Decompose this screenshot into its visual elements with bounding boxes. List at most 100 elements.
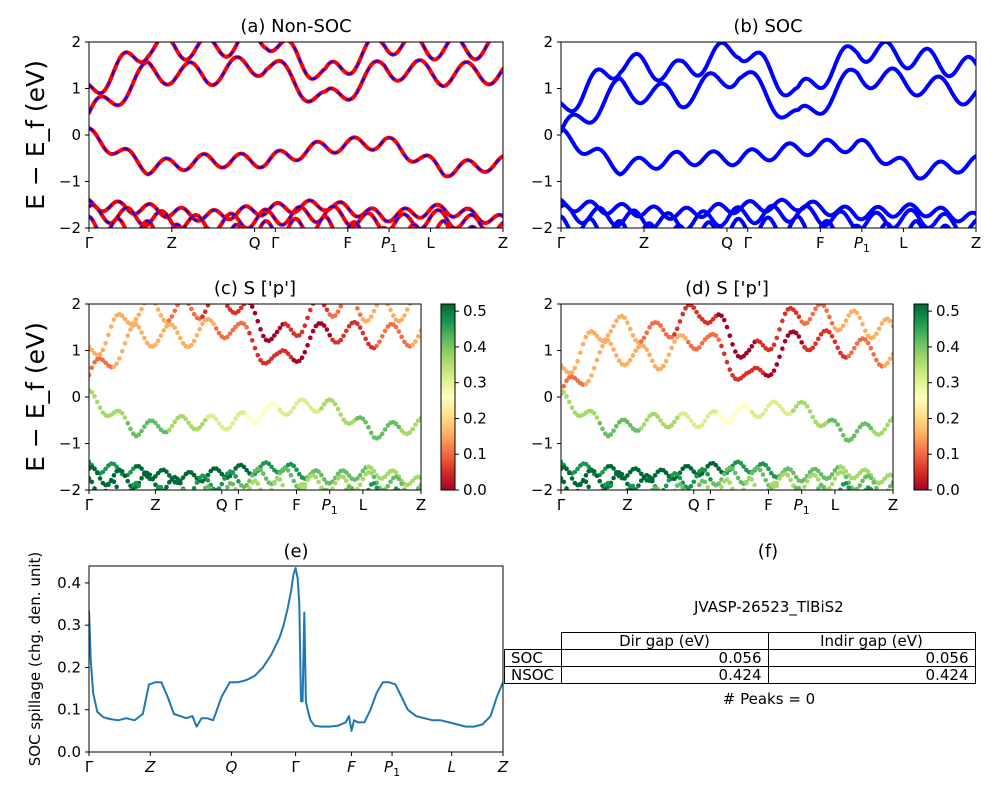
scatter-point: [855, 502, 860, 507]
scatter-point: [341, 417, 346, 422]
scatter-point: [322, 491, 327, 496]
scatter-point: [625, 487, 630, 490]
scatter-point: [572, 469, 578, 475]
scatter-point: [316, 479, 321, 485]
panel-a-frame: [88, 41, 504, 229]
scatter-point: [838, 427, 843, 432]
y-tick-label: −1: [59, 173, 81, 191]
scatter-point: [205, 484, 211, 490]
scatter-point: [139, 306, 144, 312]
scatter-point: [708, 319, 713, 325]
y-tick-label: 0.2: [57, 658, 81, 676]
scatter-point: [890, 473, 893, 479]
scatter-point: [572, 410, 578, 415]
scatter-point: [846, 485, 852, 490]
gap-table-header: Dir gap (eV) Indir gap (eV): [504, 632, 976, 650]
scatter-point: [688, 466, 694, 471]
scatter-point: [305, 477, 310, 483]
scatter-point: [380, 297, 385, 302]
scatter-point: [321, 401, 327, 407]
scatter-point: [583, 381, 589, 387]
scatter-point: [106, 332, 111, 338]
scatter-point: [575, 466, 580, 472]
scatter-point: [661, 327, 666, 333]
scatter-point: [407, 430, 413, 435]
scatter-point: [669, 496, 674, 501]
scatter-point: [600, 469, 605, 475]
scatter-point: [874, 500, 879, 505]
scatter-point: [274, 404, 280, 409]
y-tick-label: −1: [531, 173, 553, 191]
scatter-point: [125, 494, 130, 499]
scatter-point: [724, 477, 730, 482]
scatter-point: [269, 487, 274, 490]
scatter-point: [708, 477, 713, 482]
scatter-point: [374, 485, 380, 490]
scatter-point: [413, 295, 418, 300]
scatter-point: [296, 358, 302, 364]
scatter-point: [249, 304, 255, 309]
scatter-point: [144, 340, 150, 346]
scatter-point: [622, 315, 627, 321]
scatter-point: [600, 488, 605, 490]
y-tick-label: 0.3: [57, 616, 81, 634]
scatter-point: [625, 361, 630, 367]
scatter-point: [266, 359, 272, 364]
scatter-point: [843, 318, 849, 323]
scatter-point: [622, 476, 627, 481]
scatter-point: [735, 475, 741, 481]
scatter-point: [739, 493, 744, 498]
scatter-point: [142, 424, 147, 429]
scatter-point: [393, 470, 399, 475]
scatter-point: [797, 490, 802, 495]
scatter-point: [672, 332, 677, 337]
scatter-point: [360, 476, 366, 482]
scatter-point: [741, 487, 746, 490]
scatter-point: [316, 498, 321, 503]
scatter-point: [277, 470, 283, 476]
scatter-point: [324, 327, 330, 332]
scatter-point: [330, 498, 335, 503]
band-line-dashed: [89, 42, 491, 95]
scatter-point: [771, 342, 777, 348]
x-tick-label: Γ: [557, 234, 566, 252]
dir-gap-value: 0.056: [560, 649, 769, 667]
scatter-point: [178, 480, 183, 486]
scatter-point: [602, 337, 608, 342]
scatter-point: [170, 504, 175, 509]
scatter-point: [871, 352, 876, 357]
scatter-point: [724, 359, 730, 365]
scatter-point: [377, 493, 382, 498]
y-tick-label: 0.0: [57, 743, 81, 761]
scatter-point: [155, 307, 161, 312]
scatter-point: [591, 365, 597, 371]
scatter-point: [730, 342, 735, 347]
scatter-point: [258, 358, 263, 363]
scatter-point: [158, 313, 164, 318]
scatter-point: [760, 472, 766, 477]
scatter-point: [829, 472, 835, 477]
scatter-point: [111, 479, 117, 485]
indir-gap-value: 0.424: [767, 666, 976, 684]
scatter-point: [319, 472, 324, 478]
scatter-point: [216, 486, 222, 490]
scatter-point: [205, 304, 211, 308]
scatter-point: [408, 508, 413, 513]
scatter-point: [685, 414, 691, 420]
scatter-point: [98, 496, 103, 501]
scatter-point: [785, 333, 791, 338]
scatter-point: [216, 420, 222, 426]
scatter-point: [360, 416, 366, 422]
scatter-point: [827, 314, 832, 320]
scatter-point: [771, 368, 777, 373]
scatter-point: [216, 330, 222, 336]
scatter-point: [702, 468, 708, 473]
scatter-point: [164, 469, 169, 474]
scatter-point: [796, 314, 802, 320]
scatter-point: [663, 332, 669, 337]
scatter-point: [101, 494, 106, 499]
scatter-point: [184, 298, 189, 303]
scatter-point: [661, 498, 666, 503]
colorbar-tick-label: 0.4: [936, 338, 960, 356]
